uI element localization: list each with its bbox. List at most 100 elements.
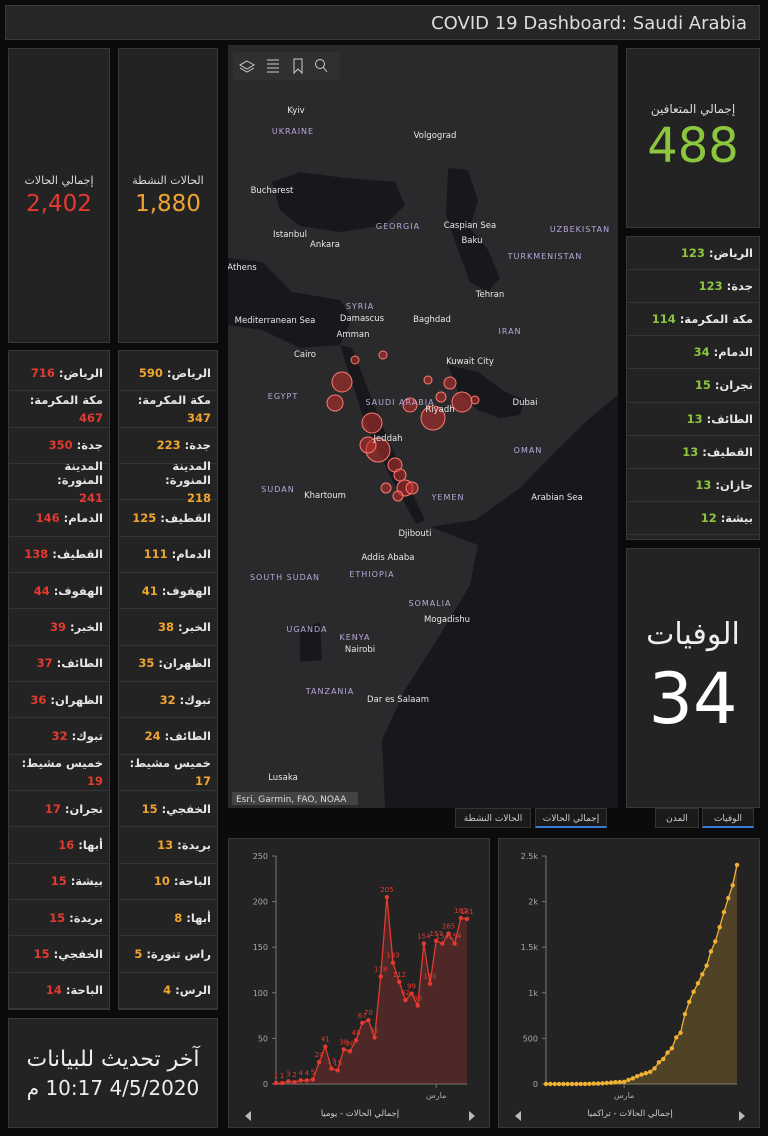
city-name: بريدة: bbox=[69, 910, 103, 925]
data-label: 36 bbox=[345, 1040, 354, 1048]
city-value: 350 bbox=[48, 438, 73, 453]
point bbox=[273, 1080, 279, 1086]
city-value: 14 bbox=[45, 983, 62, 998]
city-value: 4 bbox=[163, 983, 172, 998]
case-bubble bbox=[378, 350, 388, 360]
tab[interactable]: الحالات النشطة bbox=[455, 808, 531, 828]
city-name: مكة المكرمة: bbox=[137, 392, 211, 407]
map[interactable]: Kyiv UKRAINE Volgograd Bucharest IstanbulAnk… bbox=[228, 45, 618, 808]
city-value: 123 bbox=[698, 279, 723, 294]
data-label: 1 bbox=[280, 1072, 284, 1080]
value: 488 bbox=[647, 118, 739, 174]
case-bubble bbox=[350, 355, 360, 365]
point bbox=[661, 1056, 666, 1062]
city-value: 241 bbox=[78, 490, 103, 505]
prev-button[interactable] bbox=[515, 1111, 521, 1121]
bookmark-button[interactable] bbox=[293, 58, 303, 75]
data-label: 92 bbox=[401, 989, 410, 997]
point bbox=[647, 1069, 653, 1075]
map-label: Addis Ababa bbox=[362, 553, 415, 563]
point bbox=[427, 981, 433, 986]
list-row: تبوك: 32 bbox=[119, 682, 217, 719]
case-bubble bbox=[420, 405, 446, 431]
tab[interactable]: المدن bbox=[655, 808, 699, 828]
next-button[interactable] bbox=[739, 1111, 745, 1121]
point bbox=[695, 981, 701, 986]
map-label: Amman bbox=[337, 330, 370, 340]
list-row: الدمام: 34 bbox=[627, 336, 759, 370]
point bbox=[464, 916, 470, 922]
list-row: الهفوف: 44 bbox=[9, 573, 109, 610]
point bbox=[678, 1030, 683, 1035]
layers-button[interactable] bbox=[238, 60, 256, 73]
data-label: 165 bbox=[442, 923, 455, 931]
next-button[interactable] bbox=[469, 1111, 475, 1121]
city-name: الدمام: bbox=[171, 547, 211, 562]
map-label: Djibouti bbox=[399, 529, 432, 539]
data-label: 5 bbox=[311, 1068, 315, 1076]
city-value: 146 bbox=[35, 510, 60, 525]
list-row: أبها: 8 bbox=[119, 900, 217, 937]
y-tick-label: 500 bbox=[523, 1034, 538, 1043]
list-row: المدينة المنورة: 218 bbox=[119, 459, 217, 505]
map-label: ETHIOPIA bbox=[349, 570, 394, 579]
map-label: IRAN bbox=[498, 327, 521, 336]
search-button[interactable] bbox=[315, 59, 325, 69]
legend-button[interactable] bbox=[267, 59, 279, 73]
city-name: نجران: bbox=[714, 378, 753, 393]
y-tick-label: 1.5k bbox=[521, 943, 539, 952]
list-row: خميس مشيط: 17 bbox=[119, 755, 217, 791]
map-label: Khartoum bbox=[304, 491, 346, 501]
map-label: SOUTH SUDAN bbox=[250, 573, 320, 582]
point bbox=[613, 1079, 618, 1085]
point bbox=[574, 1081, 579, 1087]
map-label: Arabian Sea bbox=[531, 493, 582, 503]
city-name: الرس: bbox=[175, 983, 211, 998]
city-value: 223 bbox=[156, 438, 181, 453]
y-tick-label: 1k bbox=[528, 989, 538, 998]
active-cases-list: الرياض: 590 مكة المكرمة: 347 جدة: 223 المدينة … bbox=[118, 350, 218, 1010]
city-value: 13 bbox=[695, 477, 712, 492]
map-label: Jeddah bbox=[372, 434, 402, 444]
list-row: الطائف: 24 bbox=[119, 718, 217, 755]
point bbox=[591, 1081, 596, 1086]
city-name: الخبر: bbox=[70, 619, 103, 634]
search-handle bbox=[322, 66, 328, 73]
city-value: 38 bbox=[157, 619, 174, 634]
map-label: Baku bbox=[461, 236, 482, 246]
tab[interactable]: إجمالي الحالات bbox=[535, 808, 607, 828]
prev-button[interactable] bbox=[245, 1111, 251, 1121]
data-label: 181 bbox=[460, 908, 473, 916]
point bbox=[372, 1035, 377, 1040]
point bbox=[446, 931, 451, 936]
point bbox=[587, 1081, 592, 1087]
data-label: 4 bbox=[298, 1069, 303, 1077]
city-name: الدمام: bbox=[713, 345, 753, 360]
point bbox=[341, 1047, 346, 1052]
data-label: 110 bbox=[423, 973, 436, 981]
attribution: Esri, Garmin, FAO, NOAA bbox=[236, 795, 347, 805]
point bbox=[578, 1081, 583, 1087]
tab[interactable]: الوفيات bbox=[702, 808, 754, 828]
map-label: TURKMENISTAN bbox=[507, 252, 583, 261]
city-value: 12 bbox=[700, 510, 717, 525]
point bbox=[397, 979, 402, 985]
point bbox=[279, 1080, 285, 1086]
city-value: 10 bbox=[153, 874, 170, 889]
area bbox=[276, 897, 467, 1084]
point bbox=[552, 1081, 557, 1087]
active-cases-panel: الحالات النشطة 1,880 bbox=[118, 48, 218, 343]
data-label: 133 bbox=[386, 952, 399, 960]
map-label: UKRAINE bbox=[272, 127, 314, 136]
value: 4/5/2020 10:17 م bbox=[26, 1075, 200, 1100]
area bbox=[546, 864, 737, 1084]
map-label: Cairo bbox=[294, 350, 316, 360]
point bbox=[665, 1050, 670, 1055]
list-row: الدمام: 146 bbox=[9, 500, 109, 537]
city-name: الخفجي: bbox=[161, 801, 211, 816]
city-name: جدة: bbox=[76, 438, 103, 453]
city-name: أبها: bbox=[78, 837, 103, 852]
city-value: 17 bbox=[44, 801, 61, 816]
